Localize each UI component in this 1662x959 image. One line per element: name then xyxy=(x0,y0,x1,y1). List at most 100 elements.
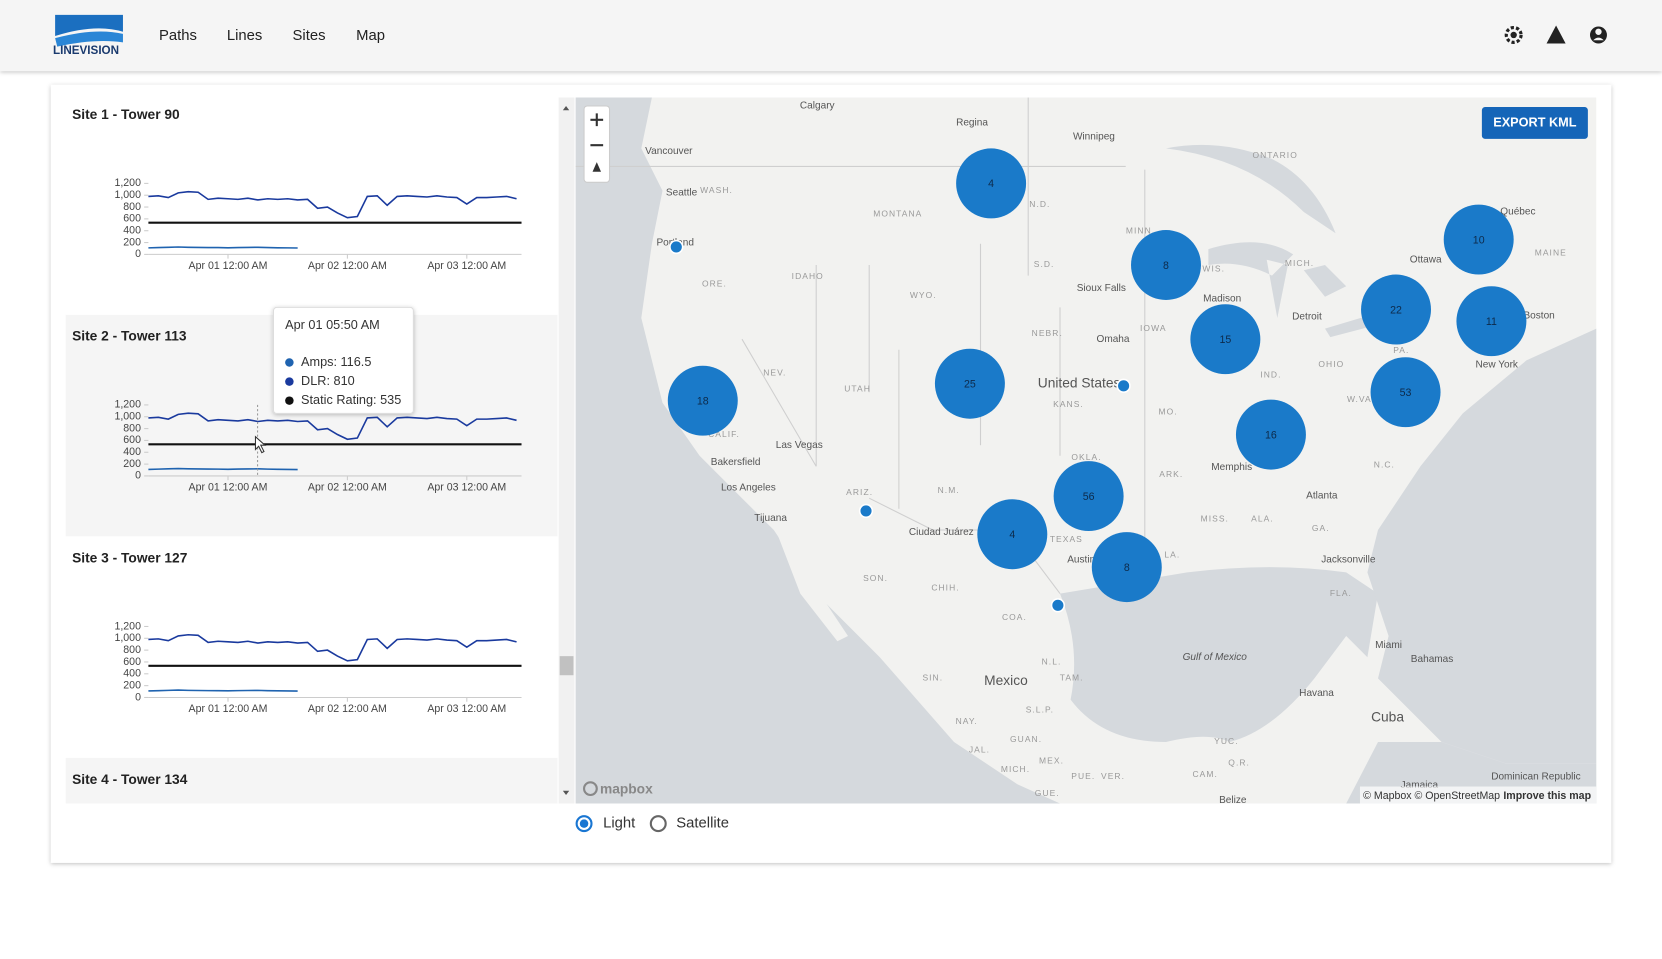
y-tick-label: 1,000 xyxy=(114,189,141,201)
cluster[interactable] xyxy=(1091,532,1162,603)
map-label: New York xyxy=(1475,359,1518,370)
map-label: WIS. xyxy=(1202,263,1225,273)
map-label: COA. xyxy=(1002,612,1027,622)
y-tick-label: 600 xyxy=(123,656,141,668)
scrollbar-thumb[interactable] xyxy=(559,656,574,676)
cluster[interactable] xyxy=(1190,304,1261,375)
map-label: UTAH xyxy=(844,383,871,393)
map-label: MO. xyxy=(1159,407,1178,417)
map-label: Ottawa xyxy=(1410,254,1442,265)
cluster-count: 8 xyxy=(1124,562,1130,574)
mapbox-logo[interactable]: mapbox xyxy=(600,781,653,796)
series-line xyxy=(148,689,298,692)
cluster[interactable] xyxy=(1370,357,1441,428)
map-label: CHIH. xyxy=(931,583,959,593)
logo-text: LINEVISION xyxy=(53,44,119,57)
map-label: SIN. xyxy=(922,673,943,683)
cluster[interactable] xyxy=(934,348,1005,419)
cluster[interactable] xyxy=(1131,230,1201,300)
x-tick-label: Apr 03 12:00 AM xyxy=(427,260,506,272)
map-label: MICH. xyxy=(1001,764,1030,774)
map-label: Ciudad Juárez xyxy=(909,527,974,538)
water xyxy=(1060,567,1378,742)
radio-label[interactable]: Satellite xyxy=(676,816,729,832)
nav-link[interactable]: Map xyxy=(356,28,385,44)
export-button[interactable] xyxy=(1481,107,1588,139)
water xyxy=(1367,328,1597,764)
cluster-count: 18 xyxy=(697,396,709,408)
map-label: FLA. xyxy=(1330,588,1352,598)
logo[interactable]: LINEVISION xyxy=(53,14,123,57)
map-label: Omaha xyxy=(1096,334,1129,345)
export-button-label[interactable]: EXPORT KML xyxy=(1493,114,1577,129)
attribution-bg xyxy=(1359,786,1597,804)
site-point xyxy=(858,503,874,519)
map-label: TAM. xyxy=(1060,673,1084,683)
cluster[interactable] xyxy=(977,499,1048,570)
cluster[interactable] xyxy=(1053,461,1124,532)
y-tick-label: 800 xyxy=(123,422,141,434)
attribution[interactable]: © Mapbox © OpenStreetMap xyxy=(1363,790,1500,802)
cluster[interactable] xyxy=(1235,399,1306,470)
settings-icon[interactable] xyxy=(1504,25,1523,44)
nav-link[interactable]: Lines xyxy=(227,28,262,44)
cluster-count: 22 xyxy=(1390,304,1402,316)
map-label: OKLA. xyxy=(1071,452,1101,462)
radio-satellite[interactable] xyxy=(649,815,667,833)
nav-link[interactable]: Sites xyxy=(293,28,326,44)
radio-light[interactable] xyxy=(575,815,593,833)
map-label: N.L. xyxy=(1042,657,1062,667)
nav-link[interactable]: Paths xyxy=(159,28,197,44)
cluster-count: 4 xyxy=(1009,529,1015,541)
logo-mark xyxy=(55,14,123,37)
map-label: CAM. xyxy=(1193,769,1218,779)
map-label: S.L.P. xyxy=(1026,704,1054,714)
cluster-count: 11 xyxy=(1486,316,1497,328)
map-label: PA. xyxy=(1393,345,1409,355)
alert-icon[interactable] xyxy=(1546,25,1566,44)
radio-label[interactable]: Light xyxy=(603,816,636,832)
map-label: Jamaica xyxy=(1401,780,1439,791)
x-tick-label: Apr 02 12:00 AM xyxy=(308,703,387,715)
cluster[interactable] xyxy=(956,148,1027,219)
map-label: Bahamas xyxy=(1411,654,1454,665)
y-tick-label: 1,200 xyxy=(114,620,141,632)
site-row-bg xyxy=(65,757,558,804)
account-icon[interactable] xyxy=(1589,26,1607,44)
compass[interactable] xyxy=(592,162,602,172)
map-label: ALA. xyxy=(1251,514,1274,524)
map-label: Atlanta xyxy=(1306,491,1338,502)
map-label: IND. xyxy=(1260,369,1281,379)
map-label: Jacksonville xyxy=(1321,554,1376,565)
scrollbar[interactable] xyxy=(558,97,575,804)
map[interactable]: Calgary Regina Winnipeg Vancouver Seattle WAS… xyxy=(575,97,1597,806)
cluster[interactable] xyxy=(1361,274,1431,345)
map-label: N.D. xyxy=(1029,199,1050,209)
zoom-buttons[interactable] xyxy=(590,113,604,147)
site-point xyxy=(669,239,684,255)
y-tick-label: 400 xyxy=(123,225,141,237)
map-label: Vancouver xyxy=(645,146,693,157)
cluster[interactable] xyxy=(1443,204,1514,275)
cluster-count: 16 xyxy=(1265,429,1277,441)
map-label: MINN. xyxy=(1126,225,1155,235)
y-tick-label: 200 xyxy=(123,679,141,691)
map-label: Miami xyxy=(1375,640,1402,651)
series-line xyxy=(148,633,517,662)
site-title: Site 1 - Tower 90 xyxy=(72,107,180,122)
cluster[interactable] xyxy=(667,365,738,436)
map-label: United States xyxy=(1038,375,1121,390)
x-tick-label: Apr 03 12:00 AM xyxy=(427,703,506,715)
map-label: OHIO xyxy=(1318,359,1344,369)
tooltip-title: Apr 01 05:50 AM xyxy=(285,317,380,332)
map-label: YUC. xyxy=(1214,736,1238,746)
map-label: Mexico xyxy=(984,673,1028,688)
map-label: GUE. xyxy=(1035,788,1060,798)
y-tick-label: 600 xyxy=(123,434,141,446)
map-label: GUAN. xyxy=(1010,734,1042,744)
improve-link[interactable]: Improve this map xyxy=(1503,790,1591,802)
site-point xyxy=(1050,598,1066,613)
cluster[interactable] xyxy=(1456,286,1527,357)
lakes xyxy=(1165,144,1426,338)
map-label: TEXAS xyxy=(1050,534,1083,544)
